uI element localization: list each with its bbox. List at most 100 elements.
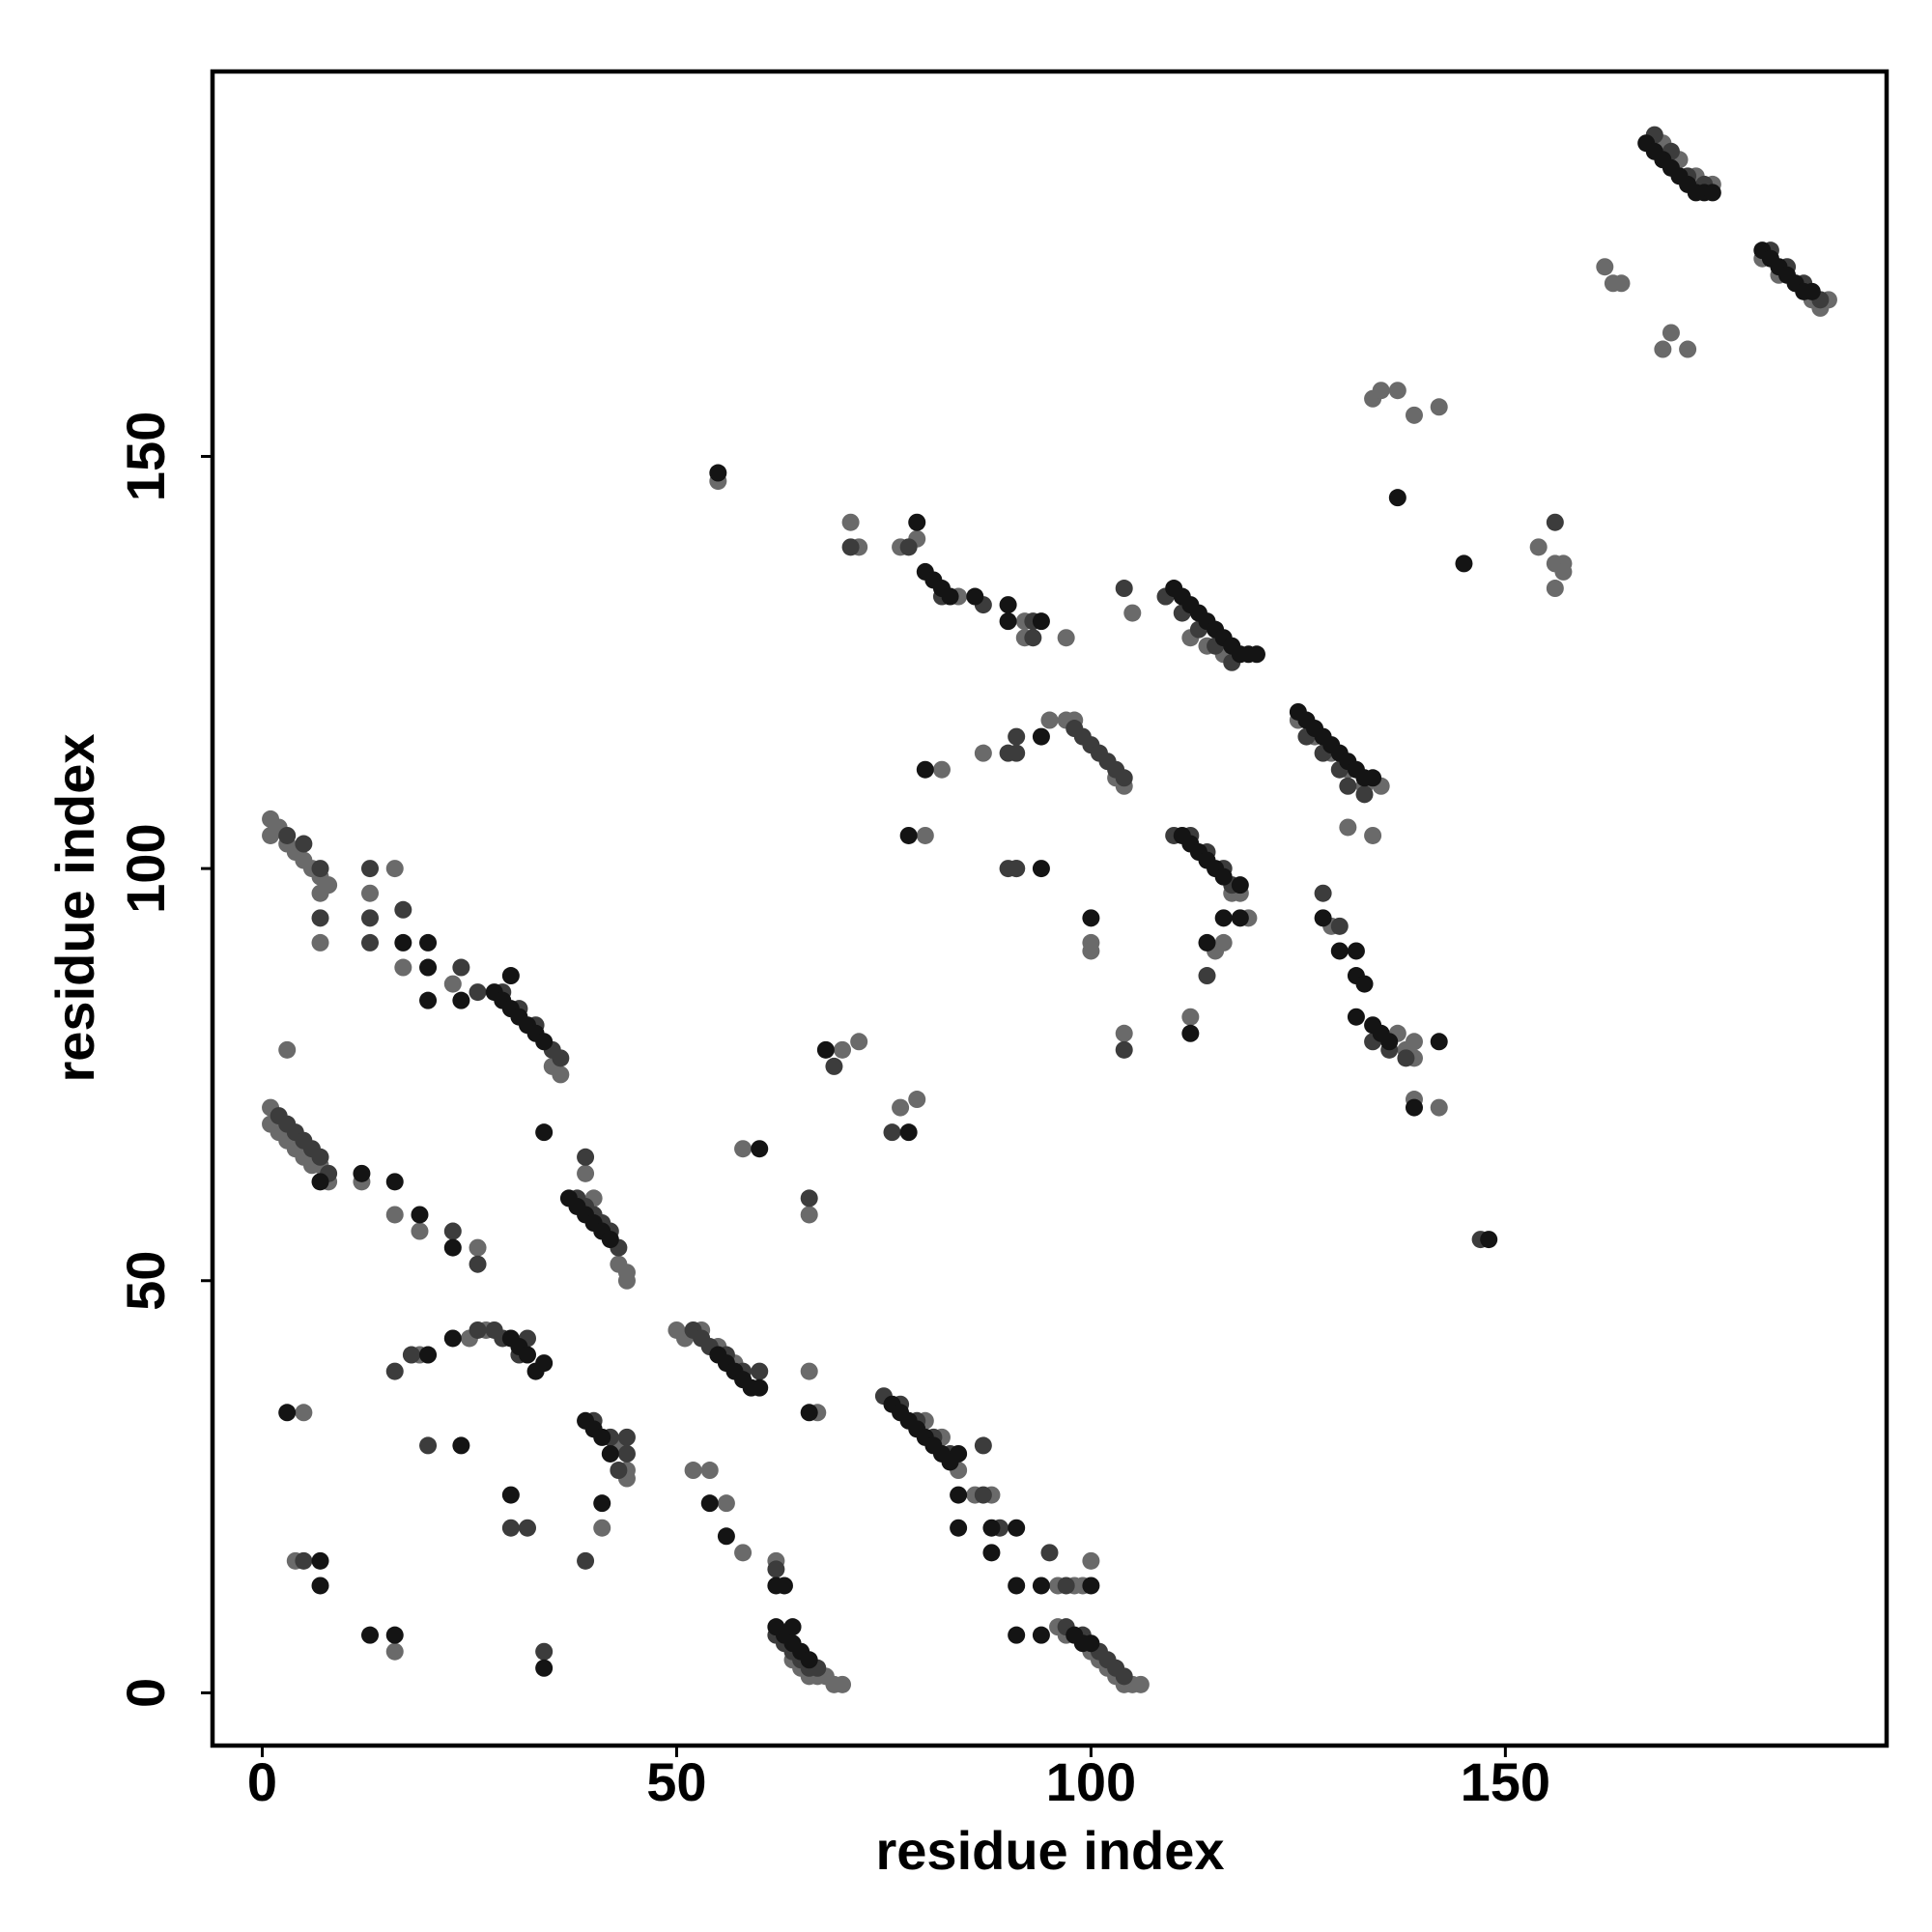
point	[419, 958, 438, 977]
point	[1388, 489, 1406, 507]
point	[1430, 398, 1448, 416]
point	[1314, 909, 1332, 927]
point	[816, 1040, 835, 1059]
point	[1679, 340, 1697, 358]
point	[1008, 744, 1026, 762]
point	[411, 1206, 429, 1224]
point	[1231, 909, 1249, 927]
point	[999, 612, 1017, 631]
point	[1596, 258, 1614, 276]
point	[950, 1486, 968, 1504]
point	[1082, 1634, 1100, 1653]
point	[1339, 818, 1357, 837]
point	[535, 1642, 554, 1661]
point	[1405, 1098, 1423, 1117]
point	[1123, 604, 1142, 622]
point	[617, 1444, 636, 1463]
point	[311, 1551, 329, 1570]
point	[974, 1486, 992, 1504]
point	[982, 1544, 1001, 1562]
point	[1057, 629, 1075, 647]
point	[916, 826, 934, 844]
point	[1612, 274, 1631, 293]
point	[1008, 1519, 1026, 1537]
point	[1231, 876, 1249, 895]
point	[941, 587, 959, 606]
point	[1082, 909, 1100, 927]
point	[1372, 382, 1390, 400]
point	[593, 1494, 611, 1513]
point	[443, 1329, 462, 1348]
y-tick-label: 50	[115, 1251, 176, 1311]
point	[1405, 1033, 1423, 1051]
point	[717, 1494, 735, 1513]
point	[1546, 513, 1564, 531]
point	[767, 1618, 785, 1636]
point	[311, 1577, 329, 1595]
point	[295, 1551, 313, 1570]
point	[932, 760, 951, 779]
point	[394, 958, 412, 977]
x-tick-label: 0	[247, 1751, 277, 1812]
point	[700, 1462, 719, 1480]
point	[800, 1206, 818, 1224]
point	[1032, 612, 1050, 631]
point	[385, 860, 404, 878]
point	[1181, 1024, 1200, 1042]
point	[841, 538, 860, 556]
point	[452, 991, 470, 1009]
point	[601, 1444, 619, 1463]
point	[1115, 1024, 1133, 1042]
point	[593, 1519, 611, 1537]
point	[974, 744, 992, 762]
point	[1032, 860, 1050, 878]
point	[311, 1173, 329, 1191]
point	[577, 1551, 595, 1570]
point	[767, 1560, 785, 1578]
point	[1040, 1544, 1059, 1562]
point	[1040, 711, 1059, 729]
point	[443, 1222, 462, 1240]
point	[501, 1519, 520, 1537]
point	[751, 1140, 769, 1158]
point	[751, 1362, 769, 1380]
point	[1115, 1040, 1133, 1059]
y-tick-label: 150	[115, 412, 176, 501]
point	[1115, 1667, 1133, 1686]
point	[1008, 860, 1026, 878]
point	[717, 1527, 735, 1546]
point	[825, 1057, 843, 1075]
point	[501, 1486, 520, 1504]
point	[469, 983, 487, 1002]
point	[452, 1436, 470, 1455]
point	[999, 596, 1017, 614]
point	[577, 1148, 595, 1166]
x-tick-label: 50	[646, 1751, 706, 1812]
point	[617, 1271, 636, 1290]
point	[709, 464, 727, 482]
point	[974, 1436, 992, 1455]
point	[361, 909, 380, 927]
point	[361, 1626, 380, 1644]
point	[800, 1362, 818, 1380]
point	[1388, 382, 1406, 400]
point	[1554, 562, 1573, 581]
point	[1115, 769, 1133, 787]
point	[1546, 580, 1564, 598]
point	[1008, 727, 1026, 746]
point	[1008, 1577, 1026, 1595]
point	[1347, 942, 1365, 960]
point	[295, 835, 313, 853]
point	[1480, 1231, 1498, 1249]
point	[950, 1444, 968, 1463]
point	[800, 1189, 818, 1208]
plot-frame	[210, 69, 1889, 1748]
point	[443, 975, 462, 993]
point	[883, 1123, 901, 1142]
point	[734, 1140, 753, 1158]
point	[452, 958, 470, 977]
point	[469, 1238, 487, 1257]
point	[419, 991, 438, 1009]
point	[966, 587, 984, 606]
y-tick-label: 0	[115, 1678, 176, 1708]
